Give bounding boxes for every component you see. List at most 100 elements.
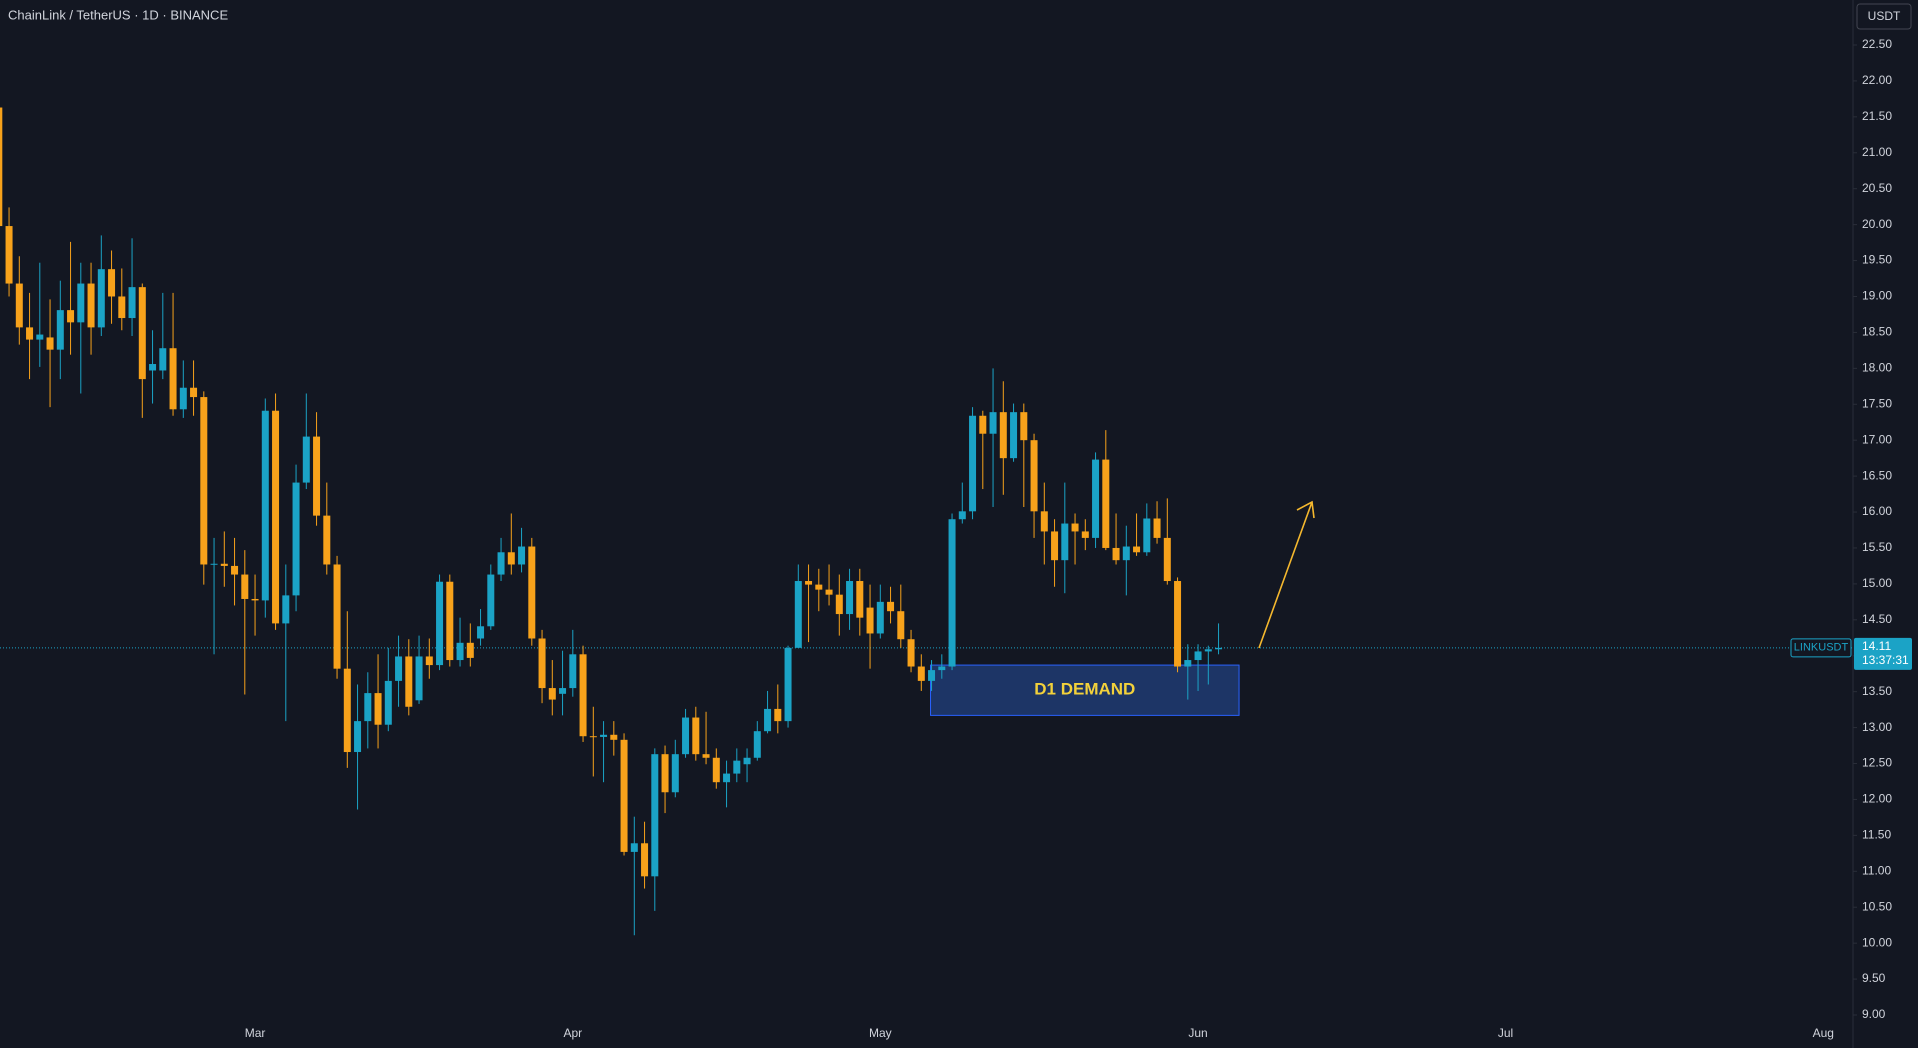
symbol-label: LINKUSDT	[1794, 642, 1849, 654]
x-tick-label: Jun	[1188, 1026, 1207, 1040]
y-tick-label: 11.50	[1862, 828, 1891, 842]
candle-body	[1153, 518, 1161, 538]
candle-body	[15, 283, 23, 328]
y-tick-label: 11.00	[1862, 863, 1891, 877]
candle-body	[682, 717, 690, 755]
candle-body	[989, 412, 997, 434]
candle-body	[1194, 651, 1202, 661]
candle-body	[825, 589, 833, 595]
candle-body	[56, 310, 64, 350]
candle-body	[46, 337, 54, 350]
candle-body	[928, 670, 936, 681]
candle-body	[313, 436, 321, 516]
y-tick-label: 22.50	[1862, 37, 1892, 51]
candle-body	[712, 757, 720, 783]
candle-body	[1071, 523, 1079, 532]
candle-body	[784, 647, 792, 722]
y-tick-label: 17.00	[1862, 432, 1892, 446]
candle-body	[1010, 412, 1018, 459]
candle-body	[0, 107, 3, 227]
candle-body	[446, 581, 454, 661]
candle-body	[405, 656, 413, 707]
candle-body	[1081, 531, 1089, 538]
candle-body	[887, 601, 895, 612]
candle-body	[794, 581, 802, 648]
candle-body	[1030, 440, 1038, 512]
x-tick-label: Jul	[1498, 1026, 1513, 1040]
y-tick-label: 12.50	[1862, 756, 1892, 770]
candle-body	[231, 565, 239, 575]
candle-body	[805, 581, 813, 585]
candle-body	[548, 688, 556, 700]
candle-body	[1143, 518, 1151, 553]
candle-body	[364, 693, 372, 722]
currency-button[interactable]	[1856, 3, 1912, 30]
candle-body	[897, 611, 905, 640]
y-tick-label: 20.00	[1862, 217, 1892, 231]
candle-body	[651, 754, 659, 877]
candle-body	[436, 581, 444, 666]
candle-body	[466, 642, 474, 658]
y-tick-label: 15.50	[1862, 540, 1892, 554]
last-price-tag	[1854, 637, 1912, 670]
currency-label[interactable]: USDT	[1868, 9, 1901, 23]
candle-body	[26, 327, 34, 340]
candle-body	[179, 387, 187, 410]
candle-body	[589, 736, 597, 738]
candle-body	[261, 410, 269, 601]
candle-body	[753, 731, 761, 758]
y-tick-label: 19.50	[1862, 253, 1892, 267]
candle-body	[938, 666, 946, 671]
candle-body	[1092, 459, 1100, 538]
candle-body	[815, 584, 823, 590]
demand-zone-label: D1 DEMAND	[1034, 680, 1135, 699]
candle-body	[1020, 412, 1028, 441]
y-tick-label: 17.50	[1862, 396, 1892, 410]
countdown-label: 13:37:31	[1862, 653, 1909, 667]
candle-body	[425, 656, 433, 666]
candle-body	[743, 757, 751, 765]
candle-body	[835, 594, 843, 615]
y-tick-label: 21.00	[1862, 145, 1892, 159]
candle-body	[343, 668, 351, 753]
candle-body	[846, 581, 854, 615]
candle-body	[384, 680, 392, 725]
candle-body	[569, 654, 577, 689]
candle-body	[507, 552, 515, 565]
candle-body	[220, 563, 228, 566]
candle-body	[702, 754, 710, 758]
candle-body	[282, 595, 290, 624]
y-tick-label: 12.00	[1862, 792, 1892, 806]
candle-body	[272, 410, 280, 624]
candle-body	[77, 283, 85, 323]
candle-body	[169, 348, 177, 410]
y-tick-label: 21.50	[1862, 109, 1892, 123]
candle-body	[415, 656, 423, 701]
y-tick-label: 20.50	[1862, 181, 1892, 195]
candle-body	[671, 754, 679, 793]
candle-body	[1112, 547, 1120, 561]
candle-body	[1061, 523, 1069, 561]
candle-body	[118, 296, 126, 319]
candle-body	[999, 412, 1007, 459]
candle-body	[159, 348, 167, 371]
x-tick-label: Mar	[245, 1026, 266, 1040]
candle-body	[210, 563, 218, 565]
candle-body	[600, 734, 608, 737]
y-tick-label: 13.00	[1862, 720, 1892, 734]
candle-body	[969, 415, 977, 512]
candle-body	[333, 564, 341, 669]
candle-body	[979, 415, 987, 434]
candle-body	[138, 287, 146, 380]
candle-body	[395, 656, 403, 681]
x-tick-label: May	[869, 1026, 892, 1040]
candle-body	[559, 688, 567, 694]
candle-body	[200, 397, 208, 565]
arrow-shaft	[1258, 501, 1313, 649]
candle-body	[723, 773, 731, 783]
candle-body	[610, 734, 618, 740]
candle-body	[948, 519, 956, 667]
candle-body	[733, 760, 741, 774]
